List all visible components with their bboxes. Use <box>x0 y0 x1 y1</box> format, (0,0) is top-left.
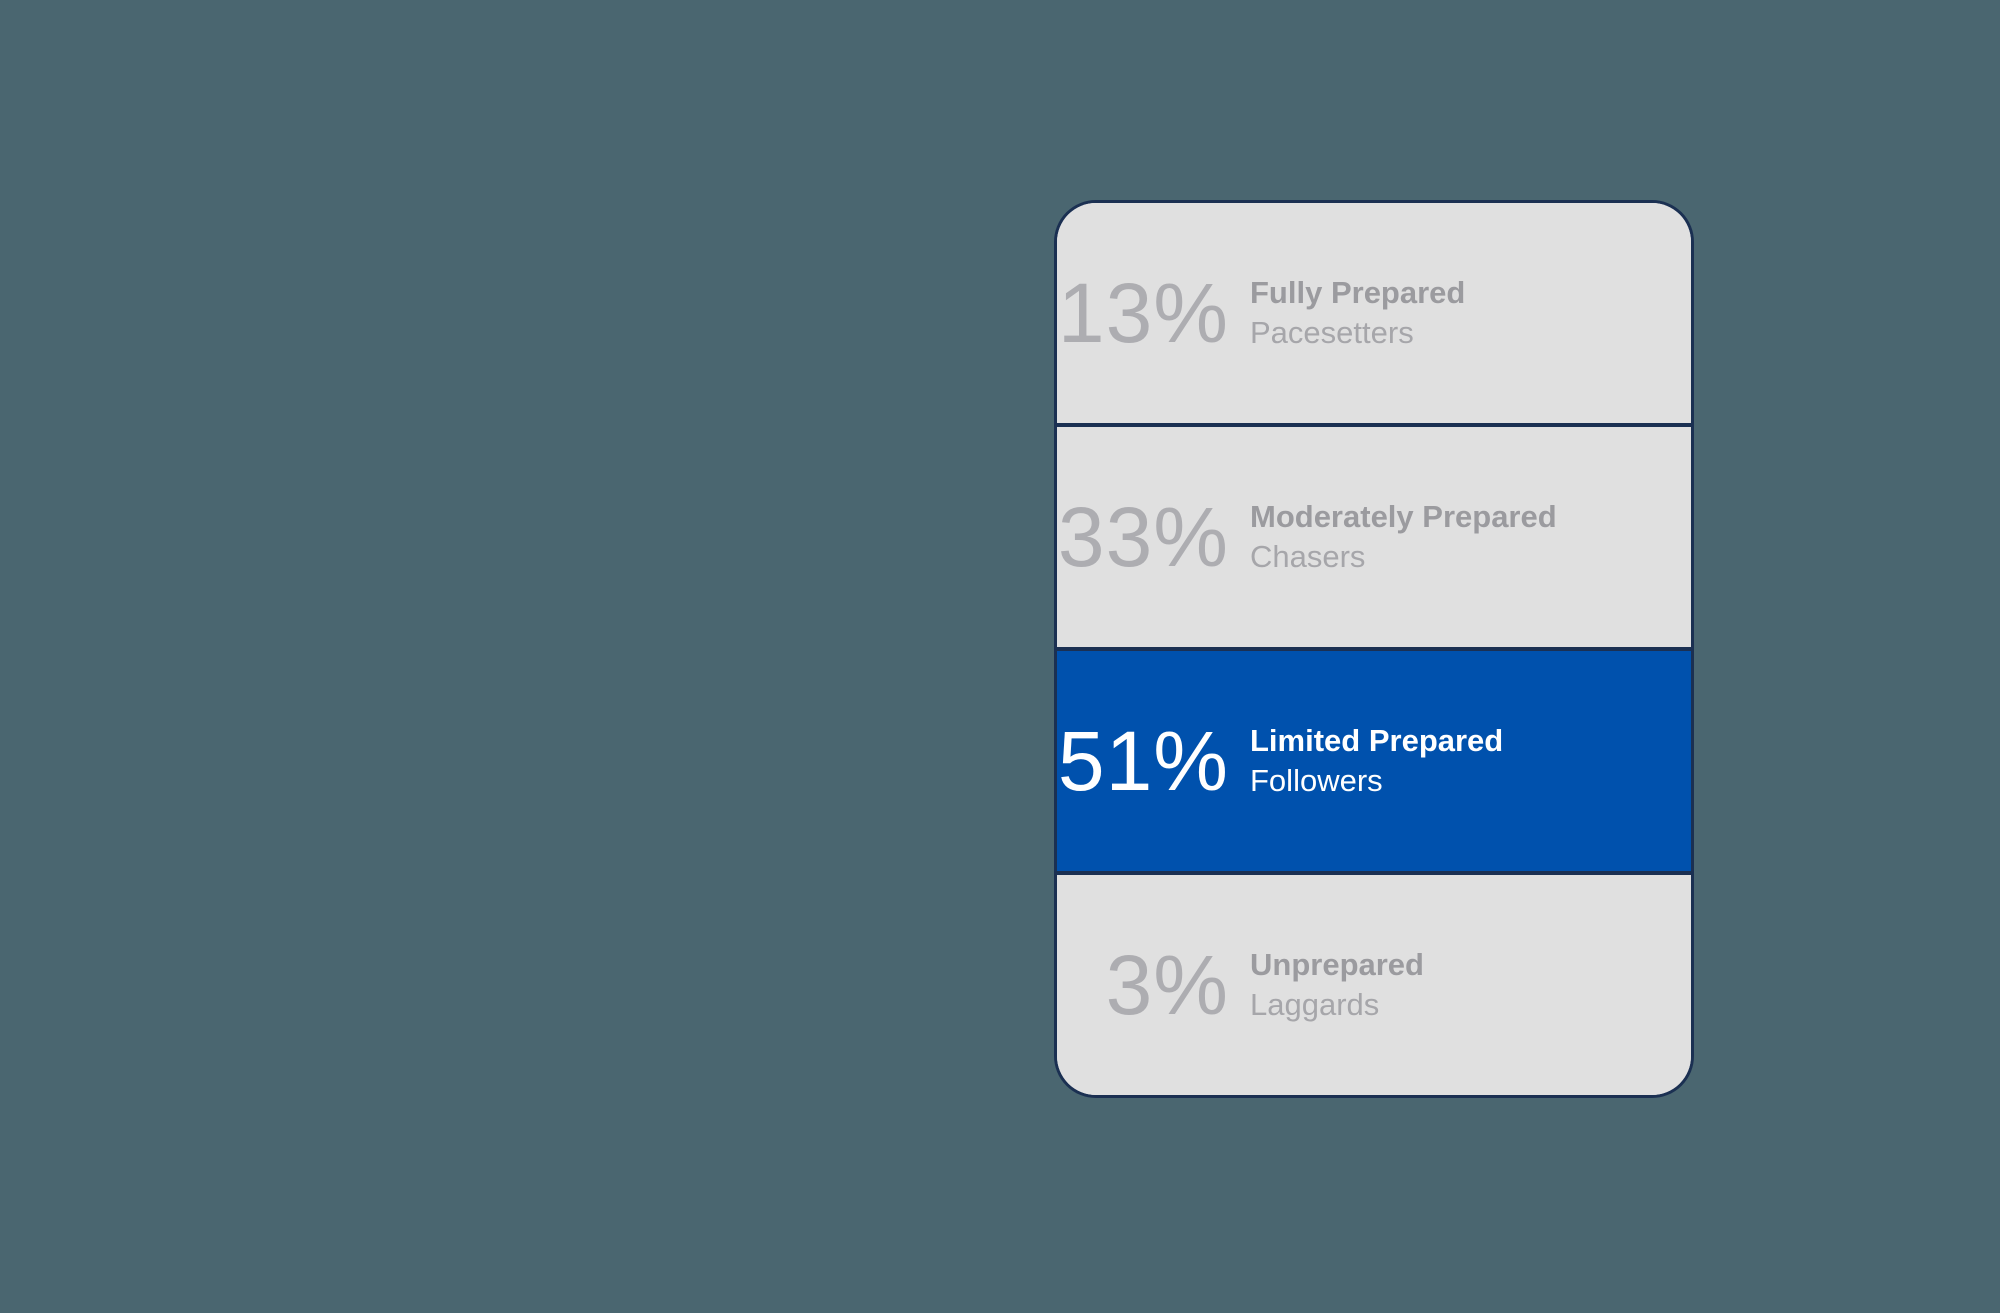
segment-label: Limited Prepared <box>1250 723 1504 758</box>
segment-unprepared: 3% Unprepared Laggards <box>1057 871 1691 1095</box>
segment-sublabel: Pacesetters <box>1250 315 1414 350</box>
segment-percent: 51% <box>1057 714 1229 808</box>
segment-labels: Limited Prepared Followers <box>1250 721 1503 801</box>
segment-labels: Unprepared Laggards <box>1250 945 1424 1025</box>
segment-labels: Moderately Prepared Chasers <box>1250 497 1557 577</box>
segment-sublabel: Followers <box>1250 763 1383 798</box>
segment-label: Moderately Prepared <box>1250 499 1557 534</box>
segment-moderately-prepared: 33% Moderately Prepared Chasers <box>1057 423 1691 647</box>
segment-percent: 13% <box>1057 266 1229 360</box>
segment-percent: 33% <box>1057 490 1229 584</box>
segment-percent: 3% <box>1105 938 1229 1032</box>
segment-label: Unprepared <box>1250 947 1424 982</box>
segment-sublabel: Laggards <box>1250 987 1380 1022</box>
segment-sublabel: Chasers <box>1250 539 1366 574</box>
segment-fully-prepared: 13% Fully Prepared Pacesetters <box>1057 203 1691 423</box>
segment-label: Fully Prepared <box>1250 275 1466 310</box>
segment-labels: Fully Prepared Pacesetters <box>1250 273 1465 353</box>
segment-limited-prepared-highlighted: 51% Limited Prepared Followers <box>1057 647 1691 871</box>
preparedness-chart-card: 13% Fully Prepared Pacesetters 33% Moder… <box>1054 200 1694 1098</box>
